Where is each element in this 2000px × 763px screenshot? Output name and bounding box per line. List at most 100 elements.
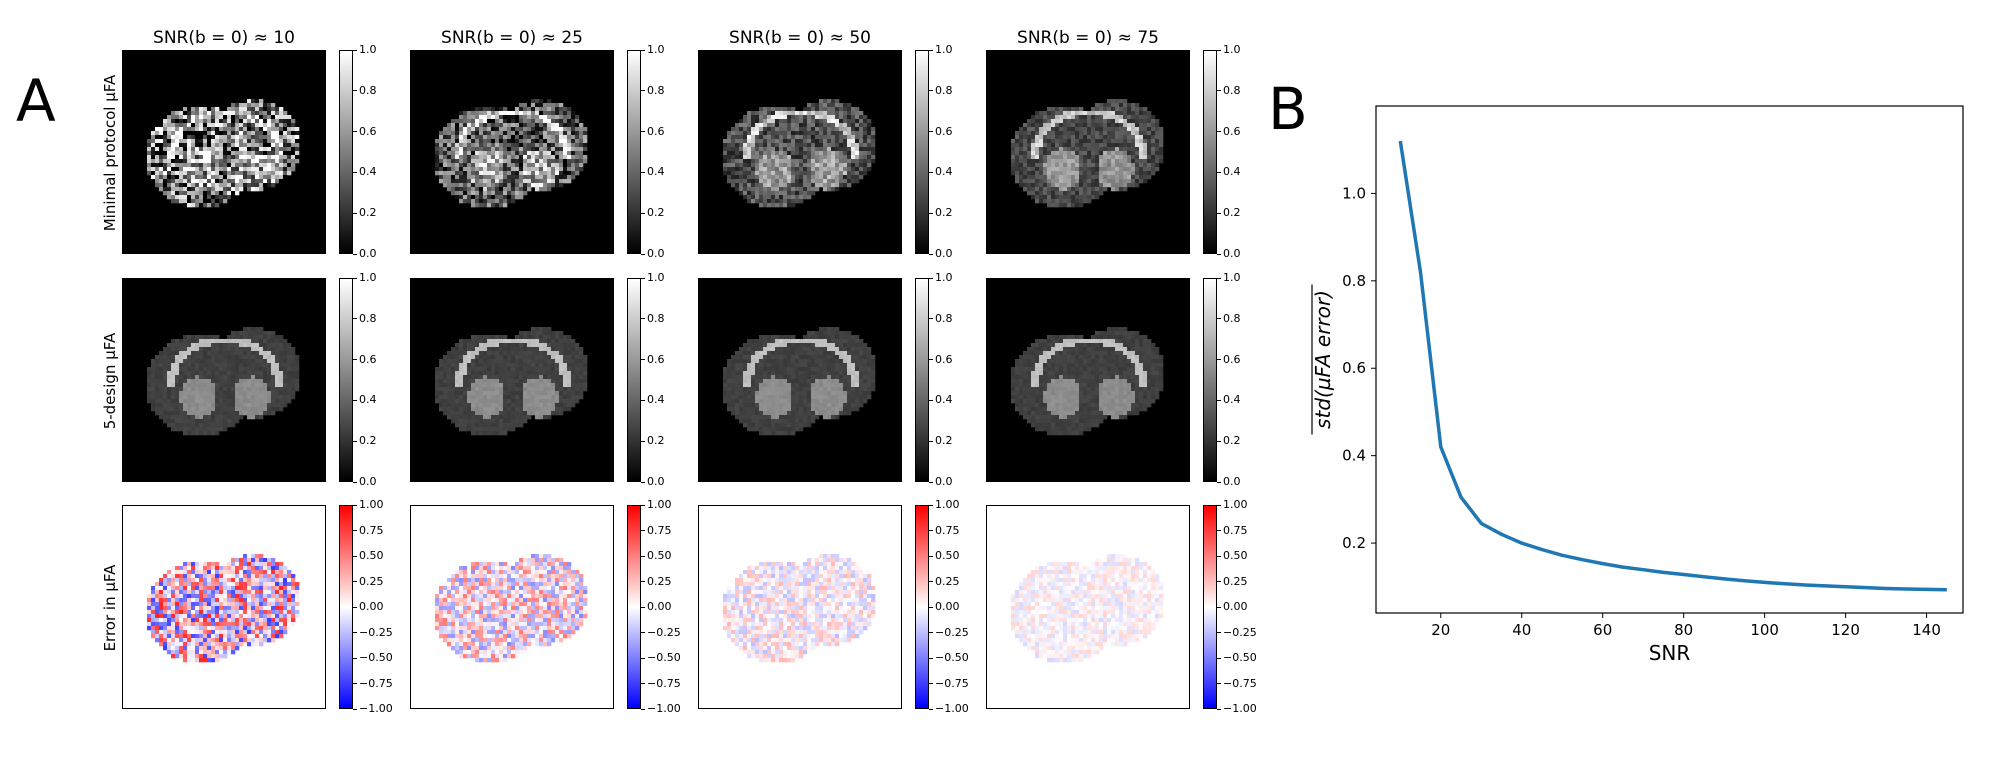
brain-image-r3-c2 — [410, 505, 614, 709]
colorbar-tick-label: 0.00 — [641, 600, 672, 613]
colorbar-tick-label: 0.2 — [353, 434, 377, 448]
colorbar-tick-label: −0.50 — [353, 651, 393, 664]
colorbar-r2-c1 — [339, 278, 353, 482]
colorbar-tick-label: −0.75 — [353, 676, 393, 690]
colorbar-tick-label: 0.6 — [353, 352, 377, 366]
colorbar-r3-c1 — [339, 505, 353, 709]
colorbar-tick-label: −0.75 — [929, 676, 969, 690]
colorbar-r3-c3 — [915, 505, 929, 709]
x-axis-label: SNR — [1649, 641, 1691, 665]
colorbar-tick-label: 1.00 — [929, 498, 960, 511]
colorbar-tick-label: 0.25 — [641, 574, 672, 588]
colorbar-tick-label: 0.8 — [929, 311, 953, 325]
colorbar-tick-label: −1.00 — [1217, 702, 1257, 715]
y-axis-label: std(µFA error) — [1311, 290, 1335, 429]
x-tick-label: 100 — [1750, 621, 1779, 639]
colorbar-tick-label: 1.00 — [1217, 498, 1248, 511]
colorbar-tick-label: 0.6 — [1217, 352, 1241, 366]
y-tick-label: 0.6 — [1342, 359, 1366, 377]
colorbar-tick-label: −0.25 — [641, 625, 681, 639]
colorbar-tick-label: 1.0 — [1217, 271, 1241, 284]
x-tick-label: 140 — [1912, 621, 1941, 639]
colorbar-tick-label: 1.00 — [353, 498, 384, 511]
colorbar-tick-label: 0.4 — [353, 393, 377, 407]
colorbar-tick-label: −0.25 — [929, 625, 969, 639]
colorbar-tick-label: 0.50 — [353, 549, 384, 562]
colorbar-r1-c3 — [915, 50, 929, 254]
brain-image-r3-c4 — [986, 505, 1190, 709]
colorbar-tick-label: 1.0 — [929, 271, 953, 284]
column-title-snr-50: SNR(b = 0) ≈ 50 — [729, 28, 871, 48]
colorbar-tick-label: −1.00 — [641, 702, 681, 715]
colorbar-tick-label: 0.4 — [1217, 165, 1241, 179]
colorbar-tick-label: −0.50 — [1217, 651, 1257, 664]
colorbar-tick-label: 1.0 — [1217, 43, 1241, 56]
colorbar-tick-label: 0.4 — [1217, 393, 1241, 407]
colorbar-tick-label: 0.2 — [1217, 206, 1241, 220]
brain-image-r1-c1 — [122, 50, 326, 254]
colorbar-tick-label: 0.6 — [641, 352, 665, 366]
colorbar-tick-label: 0.4 — [641, 165, 665, 179]
brain-image-r2-c2 — [410, 278, 614, 482]
colorbar-tick-label: 0.00 — [353, 600, 384, 613]
brain-image-r2-c3 — [698, 278, 902, 482]
colorbar-tick-label: 0.6 — [929, 352, 953, 366]
colorbar-tick-label: 1.00 — [641, 498, 672, 511]
colorbar-tick-label: 0.6 — [353, 124, 377, 138]
colorbar-r2-c3 — [915, 278, 929, 482]
colorbar-tick-label: 0.6 — [641, 124, 665, 138]
colorbar-tick-label: −0.75 — [641, 676, 681, 690]
colorbar-tick-label: 1.0 — [641, 271, 665, 284]
colorbar-tick-label: 0.0 — [1217, 247, 1241, 260]
colorbar-r1-c4 — [1203, 50, 1217, 254]
colorbar-tick-label: −1.00 — [929, 702, 969, 715]
colorbar-tick-label: 0.50 — [1217, 549, 1248, 562]
colorbar-tick-label: 0.00 — [1217, 600, 1248, 613]
colorbar-r3-c2 — [627, 505, 641, 709]
x-tick-label: 120 — [1831, 621, 1860, 639]
colorbar-tick-label: 1.0 — [929, 43, 953, 56]
colorbar-tick-label: 0.8 — [353, 83, 377, 97]
colorbar-tick-label: 0.6 — [1217, 124, 1241, 138]
brain-image-r1-c2 — [410, 50, 614, 254]
panel-a-letter: A — [16, 67, 56, 135]
colorbar-tick-label: 0.0 — [929, 247, 953, 260]
column-title-snr-75: SNR(b = 0) ≈ 75 — [1017, 28, 1159, 48]
colorbar-tick-label: 1.0 — [353, 43, 377, 56]
colorbar-tick-label: 0.6 — [929, 124, 953, 138]
x-tick-label: 20 — [1431, 621, 1450, 639]
colorbar-tick-label: 0.75 — [1217, 523, 1248, 537]
x-tick-label: 80 — [1674, 621, 1693, 639]
series-line-1 — [1398, 140, 1947, 592]
colorbar-tick-label: 0.2 — [929, 434, 953, 448]
colorbar-tick-label: −1.00 — [353, 702, 393, 715]
x-tick-label: 60 — [1593, 621, 1612, 639]
colorbar-tick-label: 0.2 — [1217, 434, 1241, 448]
colorbar-tick-label: 0.0 — [641, 475, 665, 488]
colorbar-tick-label: 0.75 — [929, 523, 960, 537]
colorbar-tick-label: 0.0 — [353, 475, 377, 488]
colorbar-tick-label: 1.0 — [353, 271, 377, 284]
colorbar-tick-label: −0.50 — [641, 651, 681, 664]
colorbar-tick-label: −0.75 — [1217, 676, 1257, 690]
panel-b-letter: B — [1268, 75, 1308, 143]
brain-image-r3-c3 — [698, 505, 902, 709]
colorbar-tick-label: 0.0 — [929, 475, 953, 488]
colorbar-tick-label: −0.25 — [353, 625, 393, 639]
colorbar-r3-c4 — [1203, 505, 1217, 709]
colorbar-tick-label: 0.4 — [641, 393, 665, 407]
colorbar-tick-label: 0.0 — [353, 247, 377, 260]
colorbar-r2-c4 — [1203, 278, 1217, 482]
colorbar-r2-c2 — [627, 278, 641, 482]
colorbar-tick-label: 0.50 — [641, 549, 672, 562]
colorbar-tick-label: 0.4 — [929, 393, 953, 407]
y-tick-label: 0.8 — [1342, 272, 1366, 290]
colorbar-tick-label: 0.8 — [353, 311, 377, 325]
y-tick-label: 0.4 — [1342, 447, 1366, 465]
colorbar-tick-label: 0.25 — [929, 574, 960, 588]
colorbar-tick-label: 0.8 — [641, 83, 665, 97]
colorbar-tick-label: −0.50 — [929, 651, 969, 664]
colorbar-tick-label: 0.00 — [929, 600, 960, 613]
colorbar-r1-c2 — [627, 50, 641, 254]
